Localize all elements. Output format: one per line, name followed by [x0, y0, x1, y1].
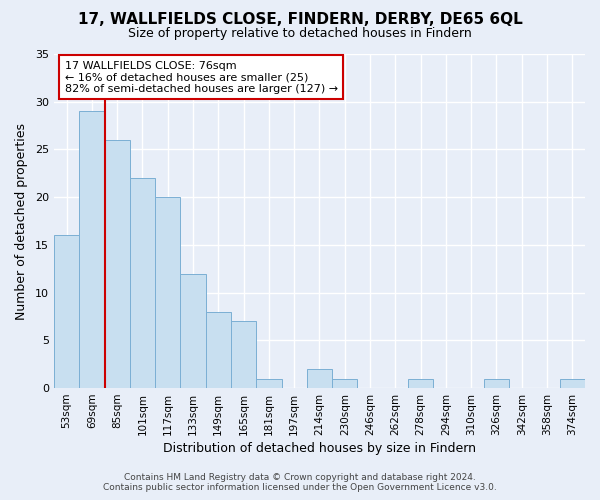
Bar [54, 236, 79, 388]
X-axis label: Distribution of detached houses by size in Findern: Distribution of detached houses by size … [163, 442, 476, 455]
Text: Size of property relative to detached houses in Findern: Size of property relative to detached ho… [128, 28, 472, 40]
Bar [104, 140, 130, 388]
Bar [332, 378, 358, 388]
Bar [206, 312, 231, 388]
Bar [231, 322, 256, 388]
Bar [79, 112, 104, 388]
Text: 17 WALLFIELDS CLOSE: 76sqm
← 16% of detached houses are smaller (25)
82% of semi: 17 WALLFIELDS CLOSE: 76sqm ← 16% of deta… [65, 60, 338, 94]
Text: 17, WALLFIELDS CLOSE, FINDERN, DERBY, DE65 6QL: 17, WALLFIELDS CLOSE, FINDERN, DERBY, DE… [77, 12, 523, 28]
Bar [560, 378, 585, 388]
Bar [130, 178, 155, 388]
Y-axis label: Number of detached properties: Number of detached properties [15, 122, 28, 320]
Bar [181, 274, 206, 388]
Bar [408, 378, 433, 388]
Bar [307, 369, 332, 388]
Text: Contains HM Land Registry data © Crown copyright and database right 2024.
Contai: Contains HM Land Registry data © Crown c… [103, 473, 497, 492]
Bar [256, 378, 281, 388]
Bar [484, 378, 509, 388]
Bar [155, 197, 181, 388]
